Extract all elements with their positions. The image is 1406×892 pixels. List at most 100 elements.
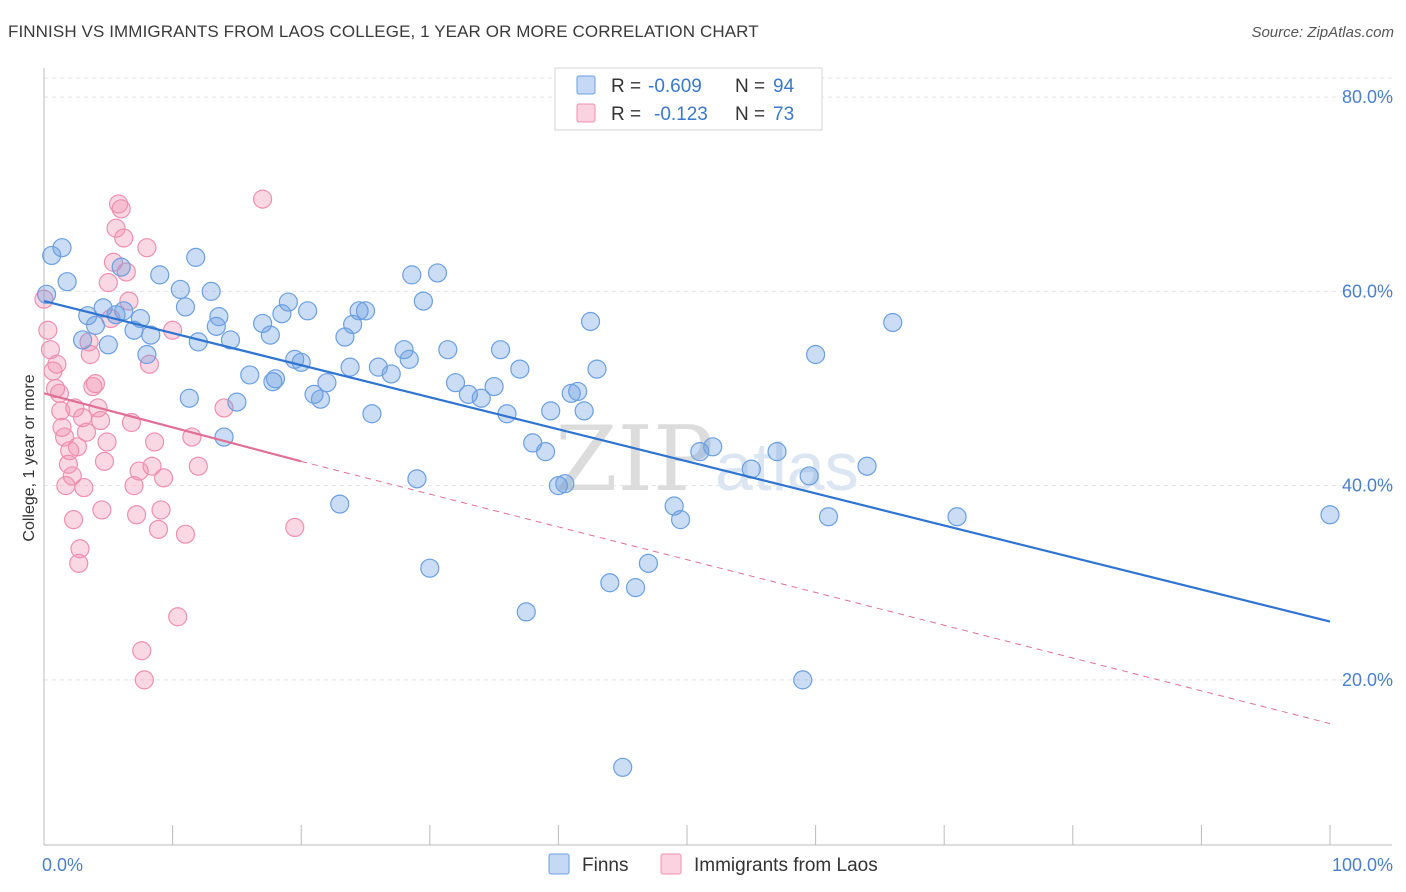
finns-point (670, 510, 691, 530)
finns-point (349, 301, 369, 321)
laos-point (51, 401, 71, 421)
finns-point (407, 469, 427, 489)
y-tick-label: 20.0% (1342, 670, 1393, 690)
finns-point (260, 325, 280, 345)
laos-point (67, 437, 88, 457)
trend-line-laos-dashed (301, 460, 1331, 725)
finns-point (497, 404, 517, 424)
finns-point (580, 311, 601, 332)
laos-point (142, 456, 162, 476)
finns-point (799, 466, 819, 486)
laos-point (144, 432, 165, 452)
finns-point (150, 265, 170, 285)
laos-point (38, 320, 58, 340)
finns-point (883, 312, 903, 333)
watermark-atlas: atlas (715, 429, 859, 505)
laos-point (188, 456, 208, 476)
laos-point (106, 218, 126, 238)
finns-point (793, 670, 813, 690)
finns-point (690, 442, 710, 462)
laos-point (137, 238, 157, 258)
finns-point (317, 373, 337, 393)
laos-point (132, 641, 152, 661)
finns-point (201, 281, 221, 301)
laos-point (134, 670, 154, 690)
finns-point (227, 392, 247, 412)
laos-point (114, 228, 134, 248)
laos-point (98, 273, 118, 293)
finns-point (857, 456, 877, 476)
finns-point (767, 442, 787, 462)
trend-line-laos-solid (43, 392, 302, 463)
legend-box (554, 67, 823, 131)
bottom-legend-swatch-finns (548, 853, 570, 875)
legend-n-value-laos: 73 (773, 104, 794, 125)
laos-point (85, 374, 106, 394)
finns-point (141, 325, 161, 345)
laos-point (175, 524, 196, 544)
finns-point (170, 279, 190, 300)
finns-point (253, 313, 273, 334)
finns-point (310, 389, 331, 409)
laos-point (74, 477, 94, 498)
finns-point (278, 292, 298, 312)
finns-point (703, 437, 723, 457)
finns-point (175, 297, 196, 317)
finns-point (574, 401, 594, 421)
finns-point (805, 344, 826, 365)
finns-point (355, 301, 376, 321)
y-tick-label: 80.0% (1342, 87, 1393, 107)
laos-point (285, 517, 305, 538)
finns-point (394, 340, 414, 360)
laos-point (111, 199, 131, 219)
finns-point (98, 335, 118, 355)
bottom-legend-swatch-laos (660, 853, 682, 875)
laos-point (129, 461, 149, 481)
finns-point (57, 272, 77, 292)
finns-point (265, 369, 286, 389)
finns-point (137, 344, 157, 365)
finns-point (186, 247, 206, 267)
finns-point (568, 381, 588, 402)
finns-point (484, 376, 504, 397)
finns-point (471, 388, 491, 408)
finns-point (330, 494, 350, 514)
legend-r-label-finns: R = (611, 76, 641, 97)
laos-point (69, 553, 89, 573)
finns-point (413, 291, 433, 311)
laos-point (253, 189, 273, 209)
finns-point (114, 301, 134, 321)
finns-point (490, 340, 511, 360)
legend-swatch-laos (576, 103, 596, 123)
legend-n-label-laos: N = (735, 104, 765, 125)
laos-point (70, 539, 90, 559)
finns-point (179, 388, 199, 408)
y-tick-label: 40.0% (1342, 476, 1393, 496)
finns-point (399, 349, 419, 369)
finns-point (541, 401, 561, 421)
legend-r-value-laos: -0.123 (654, 104, 708, 125)
finns-point (52, 238, 72, 258)
finns-point (458, 384, 478, 404)
finns-point (638, 553, 659, 573)
laos-point (47, 354, 67, 374)
laos-points (34, 189, 305, 690)
axes (43, 68, 1392, 846)
finns-point (220, 330, 241, 350)
finns-points (36, 238, 1340, 777)
finns-point (587, 359, 607, 379)
laos-point (163, 320, 183, 340)
legend-n-value-finns: 94 (773, 76, 795, 97)
finns-point (516, 602, 536, 622)
bottom-legend: Finns Immigrants from Laos (548, 853, 878, 876)
legend-r-label-laos: R = (611, 104, 641, 125)
x-tick-labels: 0.0% 100.0% (42, 855, 1393, 875)
finns-point (240, 365, 260, 385)
finns-point (263, 372, 283, 392)
finns-point (209, 307, 229, 327)
finns-point (111, 257, 131, 277)
y-tick-labels: 20.0% 40.0% 60.0% 80.0% (1342, 87, 1393, 690)
laos-point (126, 505, 147, 525)
finns-point (613, 757, 633, 777)
